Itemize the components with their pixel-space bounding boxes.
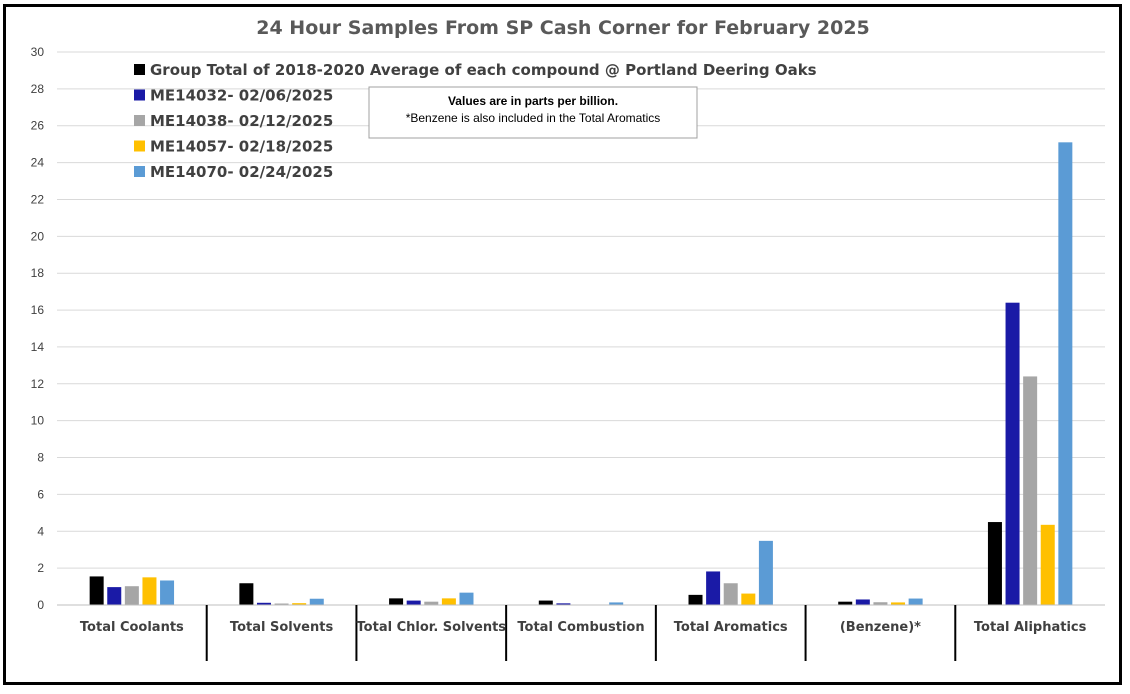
legend-swatch <box>134 64 145 75</box>
y-tick-label: 8 <box>37 451 44 465</box>
bar <box>538 600 553 605</box>
legend: Group Total of 2018-2020 Average of each… <box>134 61 817 181</box>
bar <box>908 598 923 605</box>
annotation-benzene: *Benzene is also included in the Total A… <box>406 111 661 125</box>
bar <box>441 598 456 605</box>
bar <box>424 601 439 605</box>
bar <box>1023 376 1038 605</box>
y-tick-label: 2 <box>37 561 44 575</box>
bar <box>741 593 756 605</box>
y-tick-label: 22 <box>31 192 45 206</box>
bar <box>389 598 404 605</box>
bar <box>256 602 271 605</box>
bar <box>609 602 624 605</box>
bar <box>556 603 571 605</box>
bar <box>758 540 773 605</box>
bar <box>1040 524 1055 605</box>
bar <box>160 580 175 605</box>
bar <box>459 592 474 605</box>
bar <box>873 602 888 605</box>
bar <box>124 586 139 605</box>
y-tick-label: 10 <box>31 414 45 428</box>
y-tick-label: 0 <box>37 598 44 612</box>
bar <box>706 571 721 605</box>
category-label: Total Aliphatics <box>974 620 1087 635</box>
legend-label: ME14057- 02/18/2025 <box>150 138 333 156</box>
legend-label: ME14038- 02/12/2025 <box>150 112 333 130</box>
bar <box>274 603 289 605</box>
bar <box>855 599 870 605</box>
category-labels: Total Coolants Total Solvents Total Chlor.… <box>80 620 1087 635</box>
legend-swatch <box>134 140 145 152</box>
legend-label: ME14032- 02/06/2025 <box>150 87 333 105</box>
bar <box>292 603 307 605</box>
annotation-units: Values are in parts per billion. <box>448 94 618 108</box>
bar <box>239 583 254 605</box>
category-label: Total Coolants <box>80 620 184 635</box>
bar <box>309 598 324 605</box>
y-tick-label: 4 <box>37 524 44 538</box>
category-label: Total Solvents <box>230 620 334 635</box>
y-tick-label: 18 <box>31 266 45 280</box>
y-tick-label: 30 <box>31 45 45 59</box>
bar <box>838 601 853 605</box>
annotation-box: Values are in parts per billion. *Benzen… <box>368 86 698 139</box>
y-tick-label: 14 <box>31 340 45 354</box>
bar <box>406 600 421 605</box>
bar <box>723 583 738 605</box>
y-tick-label: 16 <box>31 303 45 317</box>
y-tick-label: 20 <box>31 229 45 243</box>
legend-swatch <box>134 115 145 126</box>
bar <box>89 576 104 605</box>
annotation-box-border <box>368 86 698 139</box>
legend-label: ME14070- 02/24/2025 <box>150 163 333 181</box>
legend-swatch <box>134 89 145 101</box>
y-tick-label: 28 <box>31 82 45 96</box>
legend-label: Group Total of 2018-2020 Average of each… <box>150 61 817 79</box>
y-tick-label: 6 <box>37 487 44 501</box>
y-tick-label: 26 <box>31 119 45 133</box>
x-axis <box>57 604 1105 661</box>
category-label: Total Chlor. Solvents <box>357 620 507 635</box>
bar <box>107 587 122 605</box>
category-label: Total Aromatics <box>674 620 788 635</box>
legend-swatch <box>134 166 145 177</box>
y-tick-label: 12 <box>31 377 45 391</box>
category-label: Total Combustion <box>517 620 644 635</box>
y-tick-label: 24 <box>31 156 45 170</box>
chart-title: 24 Hour Samples From SP Cash Corner for … <box>256 17 870 39</box>
bar <box>891 602 906 605</box>
bar <box>142 577 157 605</box>
category-label: (Benzene)* <box>840 620 921 635</box>
bar <box>688 594 703 605</box>
bar <box>1058 142 1073 605</box>
bar <box>1005 302 1020 605</box>
bars <box>89 142 1073 605</box>
bar <box>987 522 1002 605</box>
